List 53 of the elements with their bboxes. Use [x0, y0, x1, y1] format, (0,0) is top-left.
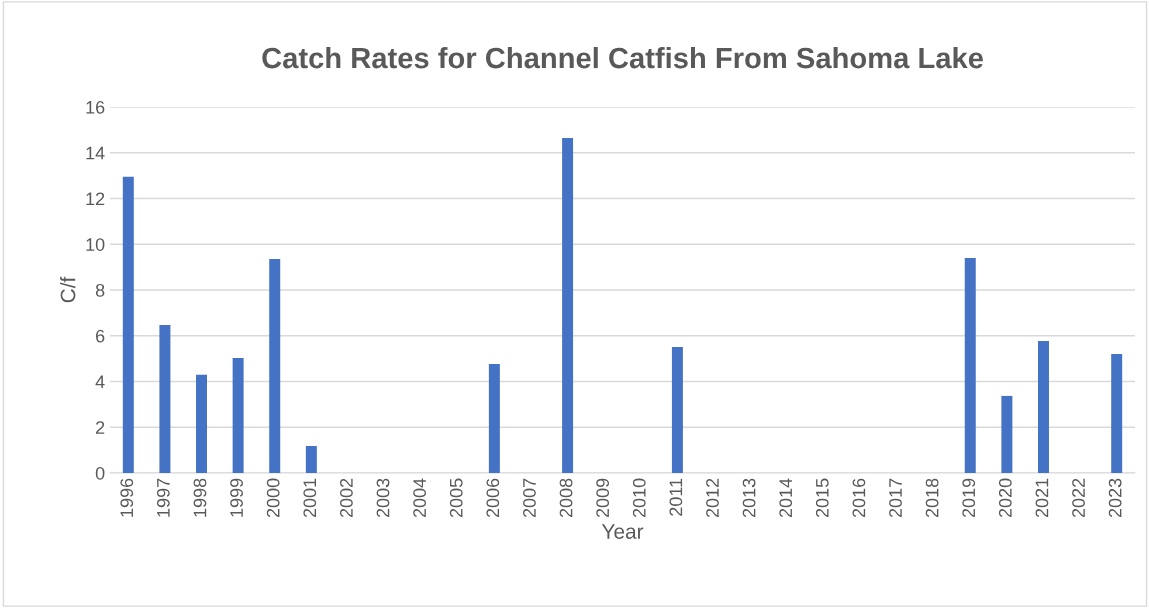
bar — [562, 138, 574, 473]
x-tick-label: 2023 — [1108, 478, 1122, 518]
x-tick-label: 2008 — [559, 478, 573, 518]
x-tick-label: 2014 — [779, 478, 793, 518]
bar — [122, 176, 134, 473]
x-tick-label: 2013 — [742, 478, 756, 518]
bar — [1037, 341, 1049, 473]
x-tick-label: 2001 — [303, 478, 317, 518]
bar — [488, 363, 500, 473]
x-tick-label: 2017 — [889, 478, 902, 518]
x-tick-label: 2020 — [998, 478, 1012, 518]
bar — [305, 446, 317, 473]
bar — [196, 374, 208, 473]
chart-title: Catch Rates for Channel Catfish From Sahoma Lake — [262, 46, 983, 69]
y-tick-label: 14 — [86, 146, 105, 160]
x-tick-label: 2002 — [340, 478, 353, 518]
x-tick-label: 2009 — [596, 478, 610, 518]
x-tick-label: 2021 — [1035, 478, 1049, 518]
bar — [671, 346, 683, 473]
x-tick-label: 1998 — [193, 478, 207, 517]
x-tick-label: 2005 — [449, 478, 463, 518]
bar — [964, 257, 976, 473]
x-tick-label: 2010 — [632, 478, 646, 518]
bar — [1001, 395, 1013, 473]
x-tick-label: 2006 — [486, 478, 500, 518]
y-tick-label: 12 — [86, 192, 105, 206]
x-tick-label: 2011 — [669, 478, 683, 516]
bar — [159, 325, 171, 473]
y-axis-title: C/f — [60, 276, 76, 303]
bar — [232, 357, 244, 473]
bar — [269, 258, 281, 473]
x-tick-label: 2000 — [266, 478, 280, 518]
x-tick-label: 2016 — [852, 478, 866, 518]
x-tick-label: 2015 — [815, 478, 829, 518]
x-tick-label: 2012 — [706, 478, 719, 518]
x-tick-label: 2007 — [523, 478, 536, 518]
x-tick-label: 1996 — [120, 478, 134, 517]
x-tick-label: 2004 — [413, 478, 427, 518]
x-tick-label: 2019 — [962, 478, 976, 518]
bar — [1111, 354, 1123, 473]
x-tick-label: 2022 — [1072, 478, 1085, 518]
y-tick-label: 6 — [96, 329, 105, 343]
y-tick-label: 10 — [86, 238, 105, 251]
y-tick-label: 16 — [86, 100, 105, 114]
x-tick-label: 2018 — [925, 478, 939, 518]
x-tick-label: 2003 — [376, 478, 390, 518]
x-tick-label: 1999 — [230, 478, 243, 517]
x-tick-label: 1997 — [156, 478, 170, 517]
y-tick-label: 8 — [95, 283, 105, 297]
y-tick-label: 4 — [95, 375, 105, 389]
x-axis-title: Year — [601, 524, 644, 539]
y-tick-label: 2 — [96, 421, 105, 434]
y-tick-label: 0 — [95, 466, 105, 480]
